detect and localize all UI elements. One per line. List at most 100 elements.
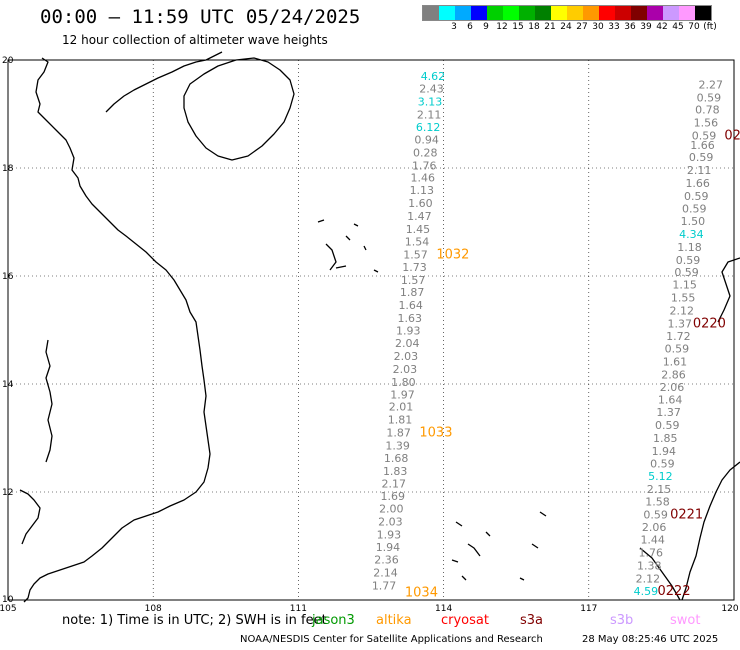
wave-height-value: 1.47 bbox=[407, 210, 432, 223]
longitude-tick-labels: 105 108 111 114 117 120 bbox=[0, 604, 739, 614]
wave-height-value: 0.59 bbox=[643, 509, 668, 522]
wave-height-value: 0.59 bbox=[655, 419, 680, 432]
wave-height-value: 2.06 bbox=[660, 381, 685, 394]
wave-height-value: 1.45 bbox=[406, 223, 431, 236]
wave-height-value: 3.13 bbox=[418, 96, 443, 109]
wave-height-value: 2.14 bbox=[373, 566, 398, 579]
legend-swatch bbox=[567, 6, 583, 20]
wave-height-value: 1.77 bbox=[372, 579, 397, 592]
satellite-name: s3a bbox=[520, 613, 544, 628]
wave-height-value: 2.36 bbox=[374, 554, 399, 567]
wave-height-value: 1.69 bbox=[381, 490, 406, 503]
wave-height-value: 0.59 bbox=[692, 130, 717, 143]
wave-height-value: 1.73 bbox=[402, 261, 427, 274]
legend-label: 45 bbox=[672, 22, 684, 32]
coastline-palawan bbox=[639, 547, 681, 601]
wave-height-value: 1.97 bbox=[390, 388, 415, 401]
legend-swatch bbox=[471, 6, 487, 20]
legend-label: 9 bbox=[483, 22, 489, 32]
wave-height-value: 1.58 bbox=[645, 496, 670, 509]
satellite-track: 2.270.590.781.560.591.660.592.111.660.59… bbox=[634, 78, 723, 598]
wave-height-value: 0.59 bbox=[665, 342, 690, 355]
coastline-gulf-north bbox=[105, 51, 223, 113]
latitude-label: 16 bbox=[2, 272, 14, 282]
wave-height-value: 1.61 bbox=[663, 355, 688, 368]
wave-height-value: 2.27 bbox=[699, 78, 724, 91]
wave-height-value: 4.34 bbox=[679, 228, 704, 241]
latitude-label: 18 bbox=[2, 164, 14, 174]
legend-label: 33 bbox=[608, 22, 620, 32]
wave-height-value: 1.57 bbox=[401, 274, 426, 287]
wave-height-value: 1.93 bbox=[396, 325, 421, 338]
legend-swatch bbox=[487, 6, 503, 20]
wave-height-value: 1.57 bbox=[403, 248, 428, 261]
longitude-label: 114 bbox=[435, 604, 452, 614]
wave-height-value: 1.64 bbox=[398, 299, 423, 312]
legend-label: 24 bbox=[560, 22, 572, 32]
wave-height-value: 1.66 bbox=[690, 139, 715, 152]
legend-swatch bbox=[503, 6, 519, 20]
wave-height-value: 0.59 bbox=[676, 254, 701, 267]
wave-height-value: 2.03 bbox=[378, 516, 403, 529]
wave-height-value: 1.64 bbox=[658, 394, 683, 407]
legend-label: 21 bbox=[544, 22, 556, 32]
wave-height-value: 1.87 bbox=[400, 286, 425, 299]
wave-height-value: 2.00 bbox=[379, 503, 404, 516]
color-legend: 3 6 9 12 15 18 21 24 27 30 33 36 39 42 45 70 (ft) bbox=[422, 5, 717, 32]
latitude-label: 20 bbox=[2, 56, 14, 66]
pass-time-label: 0219 bbox=[724, 129, 740, 144]
satellite-name: altika bbox=[376, 613, 412, 628]
hainan-island bbox=[183, 57, 295, 161]
legend-swatch bbox=[551, 6, 567, 20]
legend-swatch bbox=[583, 6, 599, 20]
wave-height-value: 0.59 bbox=[697, 91, 722, 104]
wave-height-value: 1.63 bbox=[397, 312, 422, 325]
legend-labels: 3 6 9 12 15 18 21 24 27 30 33 36 39 42 45 70 (ft) bbox=[422, 22, 740, 34]
pass-time-label: 1032 bbox=[436, 247, 469, 262]
islets-paracel bbox=[317, 219, 379, 273]
wave-height-value: 2.03 bbox=[393, 363, 418, 376]
wave-height-value: 2.43 bbox=[419, 83, 444, 96]
legend-swatch bbox=[519, 6, 535, 20]
coastline-vietnam bbox=[23, 57, 211, 603]
satellite-name: jason3 bbox=[312, 613, 355, 628]
wave-height-value: 1.83 bbox=[383, 465, 408, 478]
map-frame bbox=[7, 59, 735, 601]
legend-label: 27 bbox=[576, 22, 588, 32]
units-note: note: 1) Time is in UTC; 2) SWH is in fe… bbox=[62, 613, 327, 628]
wave-height-value: 1.50 bbox=[681, 215, 706, 228]
wave-height-value: 1.66 bbox=[685, 177, 710, 190]
wave-height-value: 2.03 bbox=[394, 350, 419, 363]
wave-height-value: 1.55 bbox=[671, 292, 696, 305]
legend-label: 70 bbox=[688, 22, 700, 32]
pass-time-label: 0220 bbox=[693, 317, 726, 332]
wave-height-value: 1.13 bbox=[410, 184, 435, 197]
coastline-philippines bbox=[717, 257, 740, 323]
wave-height-value: 4.62 bbox=[421, 70, 446, 83]
legend-label: 42 bbox=[656, 22, 668, 32]
legend-label: 18 bbox=[528, 22, 540, 32]
wave-height-value: 0.59 bbox=[674, 266, 699, 279]
wave-height-tracks: 4.622.433.132.116.120.940.281.761.461.13… bbox=[372, 70, 723, 598]
legend-label: 12 bbox=[496, 22, 508, 32]
wave-height-value: 1.76 bbox=[412, 159, 437, 172]
wave-height-value: 4.59 bbox=[634, 585, 659, 598]
latitude-label: 14 bbox=[2, 380, 14, 390]
legend-swatch bbox=[647, 6, 663, 20]
wave-height-value: 1.37 bbox=[656, 406, 681, 419]
wave-height-value: 1.15 bbox=[672, 279, 697, 292]
coastline-philippines-south bbox=[681, 461, 740, 601]
generation-timestamp: 28 May 08:25:46 UTC 2025 bbox=[582, 634, 719, 645]
legend-swatch bbox=[439, 6, 455, 20]
coastline-gulf-thailand bbox=[19, 489, 41, 545]
wave-height-value: 5.12 bbox=[648, 470, 673, 483]
latitude-label: 10 bbox=[2, 595, 14, 605]
latitude-label: 12 bbox=[2, 488, 13, 498]
legend-swatch bbox=[631, 6, 647, 20]
wave-height-value: 2.12 bbox=[669, 305, 694, 318]
legend-label: 30 bbox=[592, 22, 604, 32]
wave-height-value: 1.94 bbox=[652, 445, 677, 458]
latitude-tick-labels: 10 12 14 16 18 20 bbox=[2, 56, 14, 605]
legend-swatch bbox=[423, 6, 439, 20]
